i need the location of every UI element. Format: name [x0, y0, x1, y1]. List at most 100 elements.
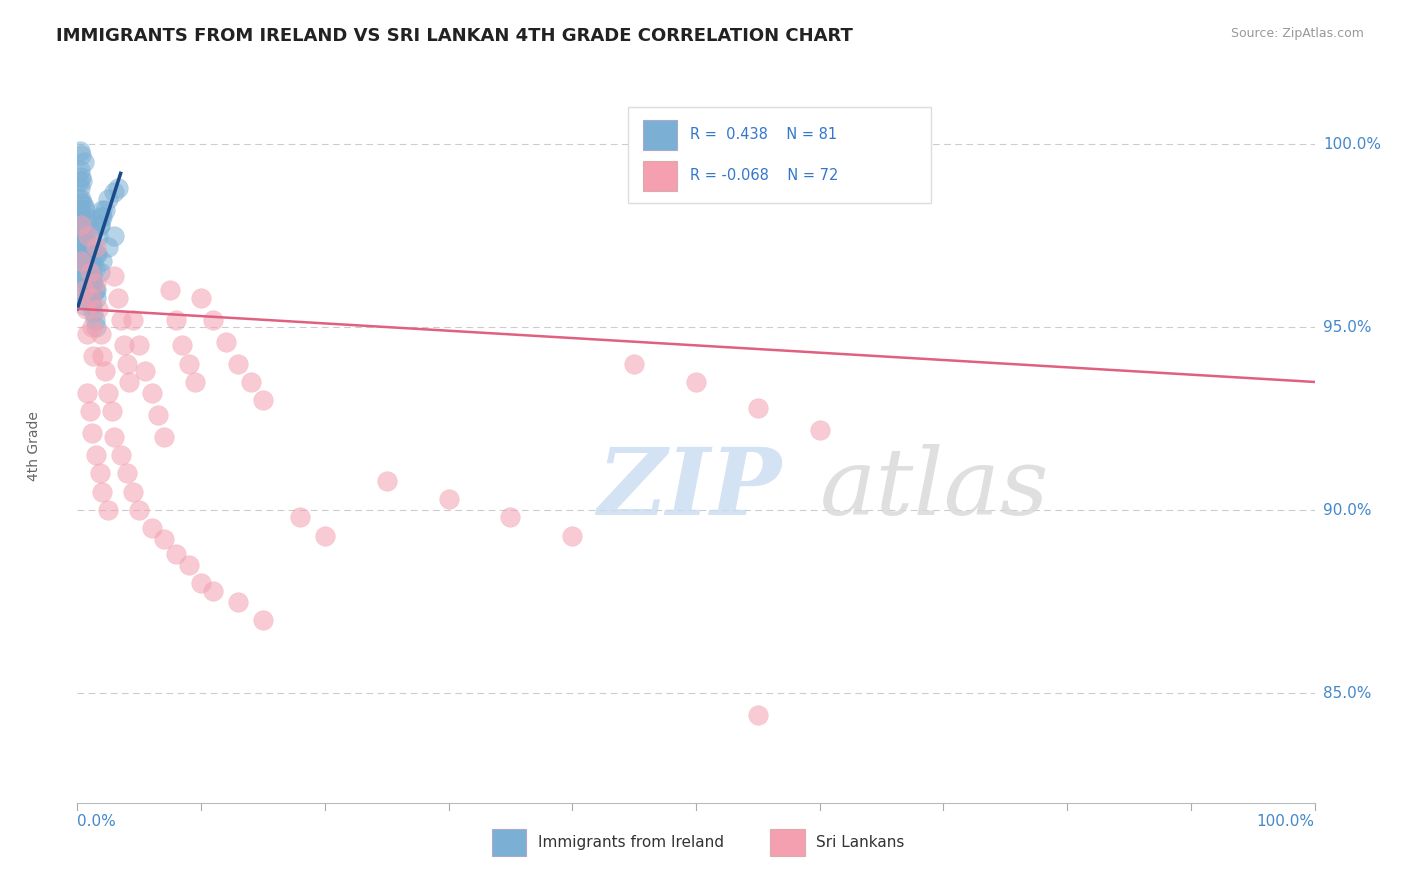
Point	[83, 261, 105, 276]
Point	[159, 284, 181, 298]
Point	[70, 211, 93, 225]
Point	[165, 312, 187, 326]
Text: Sri Lankans: Sri Lankans	[815, 835, 904, 850]
Point	[82, 276, 104, 290]
Point	[82, 298, 104, 312]
Point	[112, 338, 135, 352]
Point	[190, 291, 212, 305]
Point	[77, 228, 100, 243]
Point	[76, 386, 98, 401]
Point	[84, 239, 107, 253]
Point	[73, 254, 96, 268]
Point	[97, 386, 120, 401]
Bar	[643, 161, 678, 191]
Point	[70, 254, 93, 268]
Point	[252, 393, 274, 408]
Point	[110, 448, 132, 462]
Point	[103, 430, 125, 444]
Bar	[643, 120, 678, 150]
Point	[72, 247, 94, 261]
Point	[165, 547, 187, 561]
Point	[83, 312, 105, 326]
Point	[76, 276, 98, 290]
Point	[69, 181, 91, 195]
Point	[75, 301, 97, 316]
Point	[70, 247, 93, 261]
Point	[67, 239, 90, 253]
Point	[93, 202, 115, 217]
Point	[72, 298, 94, 312]
Text: R = -0.068    N = 72: R = -0.068 N = 72	[690, 168, 838, 183]
Point	[69, 202, 91, 217]
Text: 85.0%: 85.0%	[1323, 686, 1371, 700]
Point	[67, 211, 90, 225]
Text: 90.0%: 90.0%	[1323, 502, 1371, 517]
Point	[75, 211, 97, 225]
Point	[72, 199, 94, 213]
Point	[90, 211, 112, 225]
Point	[146, 408, 169, 422]
Point	[72, 155, 94, 169]
Point	[72, 239, 94, 253]
Point	[288, 510, 311, 524]
Point	[91, 349, 114, 363]
Text: R =  0.438    N = 81: R = 0.438 N = 81	[690, 128, 837, 143]
Point	[107, 291, 129, 305]
Point	[69, 145, 91, 159]
Point	[82, 276, 104, 290]
Point	[84, 291, 107, 305]
Point	[76, 244, 98, 258]
Point	[79, 404, 101, 418]
Point	[80, 268, 103, 283]
Point	[72, 218, 94, 232]
Point	[79, 254, 101, 268]
Point	[141, 386, 163, 401]
Text: Immigrants from Ireland: Immigrants from Ireland	[537, 835, 724, 850]
Point	[87, 301, 110, 316]
Point	[747, 401, 769, 415]
Text: ZIP: ZIP	[598, 444, 782, 533]
Point	[82, 305, 104, 319]
Point	[89, 265, 111, 279]
Point	[69, 232, 91, 246]
Point	[72, 261, 94, 276]
Point	[90, 327, 112, 342]
Point	[226, 594, 249, 608]
Point	[184, 375, 207, 389]
Point	[76, 214, 98, 228]
Point	[84, 320, 107, 334]
Point	[72, 195, 94, 210]
Point	[202, 583, 225, 598]
Text: atlas: atlas	[820, 444, 1049, 533]
Point	[101, 404, 124, 418]
Point	[73, 202, 96, 217]
Point	[72, 276, 94, 290]
Point	[80, 291, 103, 305]
Point	[70, 228, 93, 243]
Point	[91, 254, 114, 268]
Point	[226, 357, 249, 371]
Point	[103, 228, 125, 243]
Point	[314, 529, 336, 543]
Point	[72, 284, 94, 298]
Point	[77, 247, 100, 261]
Point	[93, 364, 115, 378]
Text: 0.0%: 0.0%	[77, 814, 117, 829]
Text: 100.0%: 100.0%	[1323, 136, 1381, 152]
Point	[87, 228, 110, 243]
Point	[499, 510, 522, 524]
Point	[83, 284, 105, 298]
Point	[70, 148, 93, 162]
Text: IMMIGRANTS FROM IRELAND VS SRI LANKAN 4TH GRADE CORRELATION CHART: IMMIGRANTS FROM IRELAND VS SRI LANKAN 4T…	[56, 27, 853, 45]
Point	[72, 225, 94, 239]
Point	[76, 268, 98, 283]
Point	[177, 558, 200, 572]
Point	[79, 225, 101, 239]
Point	[89, 467, 111, 481]
Point	[80, 261, 103, 276]
Point	[215, 334, 238, 349]
Point	[70, 192, 93, 206]
Point	[77, 276, 100, 290]
Point	[115, 357, 138, 371]
Point	[172, 338, 194, 352]
